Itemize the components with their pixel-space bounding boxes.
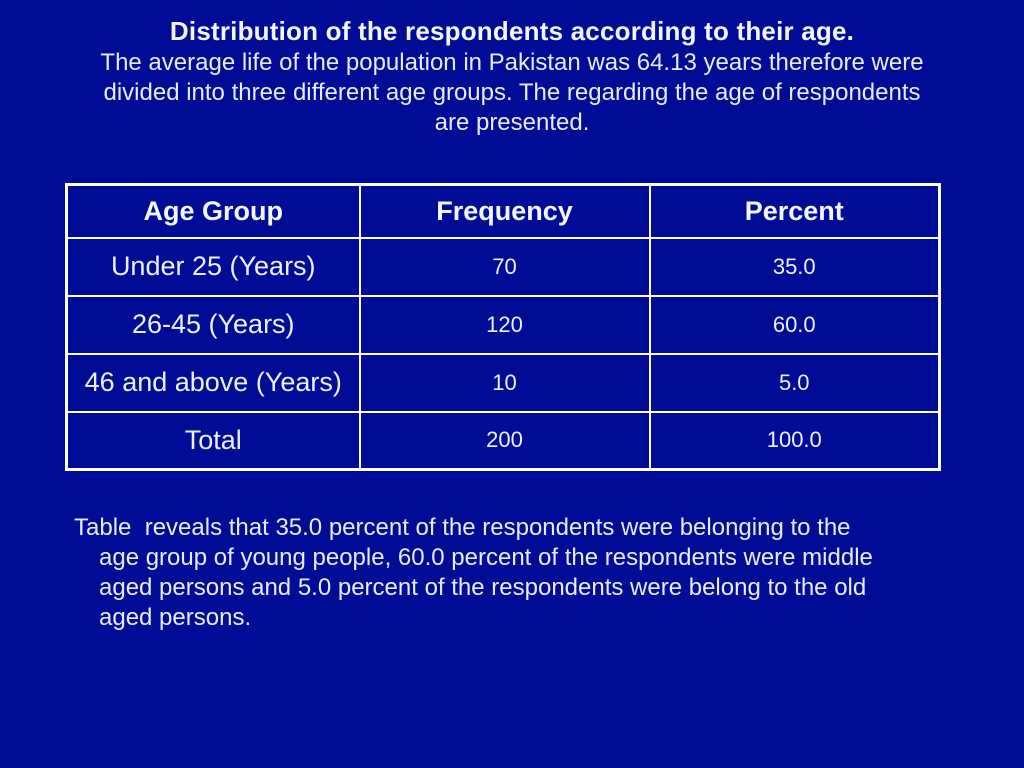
column-header-frequency: Frequency — [358, 183, 651, 239]
cell-age-group: 26-45 (Years) — [65, 294, 361, 355]
cell-percent: 5.0 — [648, 352, 941, 413]
column-header-age-group: Age Group — [65, 183, 361, 239]
cell-frequency: 70 — [358, 236, 651, 297]
table-header-row: Age Group Frequency Percent — [65, 183, 941, 239]
cell-age-group: 46 and above (Years) — [65, 352, 361, 413]
age-distribution-table: Age Group Frequency Percent Under 25 (Ye… — [65, 183, 941, 471]
slide-subtitle-line: divided into three different age groups.… — [103, 79, 921, 106]
cell-age-group: Total — [65, 410, 361, 471]
slide-subtitle-line: The average life of the population in Pa… — [100, 49, 924, 76]
cell-percent: 100.0 — [648, 410, 941, 471]
cell-percent: 35.0 — [648, 236, 941, 297]
column-header-percent: Percent — [648, 183, 941, 239]
cell-frequency: 120 — [358, 294, 651, 355]
table-row: 46 and above (Years) 10 5.0 — [65, 352, 941, 413]
analysis-paragraph: Table reveals that 35.0 percent of the r… — [74, 513, 944, 633]
table-row-total: Total 200 100.0 — [65, 410, 941, 471]
cell-age-group: Under 25 (Years) — [65, 236, 361, 297]
analysis-line: aged persons and 5.0 percent of the resp… — [99, 574, 867, 601]
cell-percent: 60.0 — [648, 294, 941, 355]
table-row: Under 25 (Years) 70 35.0 — [65, 236, 941, 297]
title-block: Distribution of the respondents accordin… — [62, 14, 962, 138]
cell-frequency: 10 — [358, 352, 651, 413]
analysis-line: Table reveals that 35.0 percent of the r… — [74, 514, 851, 541]
slide-title: Distribution of the respondents accordin… — [169, 16, 855, 46]
analysis-line: aged persons. — [99, 604, 252, 631]
slide-subtitle-line: are presented. — [434, 109, 590, 136]
table-row: 26-45 (Years) 120 60.0 — [65, 294, 941, 355]
cell-frequency: 200 — [358, 410, 651, 471]
analysis-line: age group of young people, 60.0 percent … — [99, 544, 873, 571]
